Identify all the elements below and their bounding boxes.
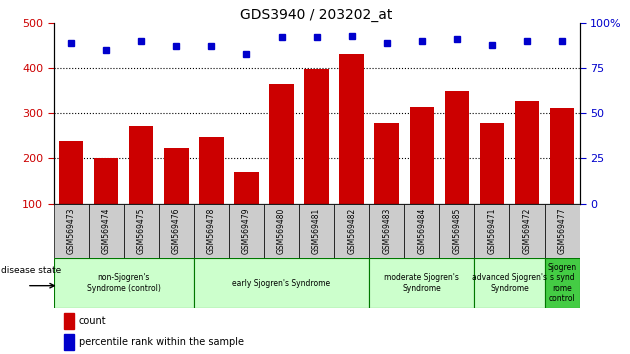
Text: early Sjogren's Syndrome: early Sjogren's Syndrome	[232, 279, 331, 288]
Bar	[94, 158, 118, 204]
Bar	[269, 84, 294, 204]
Bar	[194, 258, 369, 308]
Text: GSM569474: GSM569474	[101, 208, 111, 254]
Bar	[159, 204, 194, 258]
Bar	[479, 123, 504, 204]
Bar	[439, 204, 474, 258]
Text: GSM569482: GSM569482	[347, 208, 356, 254]
Bar	[374, 123, 399, 204]
Bar	[89, 204, 123, 258]
Text: GSM569481: GSM569481	[312, 208, 321, 254]
Bar	[515, 101, 539, 204]
Bar	[299, 204, 334, 258]
Text: Sjogren
s synd
rome
control: Sjogren s synd rome control	[547, 263, 576, 303]
Bar	[129, 126, 154, 204]
Bar	[64, 313, 74, 329]
Bar	[544, 258, 580, 308]
Text: GSM569476: GSM569476	[172, 208, 181, 254]
Bar	[54, 258, 194, 308]
Text: GSM569484: GSM569484	[417, 208, 427, 254]
Bar	[550, 108, 575, 204]
Bar	[404, 204, 439, 258]
Bar	[264, 204, 299, 258]
Title: GDS3940 / 203202_at: GDS3940 / 203202_at	[241, 8, 392, 22]
Bar	[474, 258, 544, 308]
Text: GSM569478: GSM569478	[207, 208, 216, 254]
Bar	[410, 107, 434, 204]
Bar	[544, 204, 580, 258]
Text: GSM569479: GSM569479	[242, 208, 251, 254]
Bar	[234, 171, 259, 204]
Text: non-Sjogren's
Syndrome (control): non-Sjogren's Syndrome (control)	[87, 274, 161, 293]
Bar	[229, 204, 264, 258]
Text: advanced Sjogren's
Syndrome: advanced Sjogren's Syndrome	[472, 274, 547, 293]
Bar	[54, 204, 89, 258]
Bar	[369, 204, 404, 258]
Bar	[199, 137, 224, 204]
Bar	[340, 54, 364, 204]
Bar	[474, 204, 510, 258]
Bar	[59, 141, 83, 204]
Text: GSM569473: GSM569473	[67, 208, 76, 254]
Bar	[304, 69, 329, 204]
Bar	[510, 204, 544, 258]
Text: GSM569485: GSM569485	[452, 208, 461, 254]
Bar	[123, 204, 159, 258]
Text: GSM569475: GSM569475	[137, 208, 146, 254]
Text: GSM569472: GSM569472	[522, 208, 532, 254]
Text: percentile rank within the sample: percentile rank within the sample	[79, 337, 244, 348]
Bar	[334, 204, 369, 258]
Bar	[369, 258, 474, 308]
Text: GSM569477: GSM569477	[558, 208, 566, 254]
Bar	[445, 91, 469, 204]
Text: GSM569471: GSM569471	[488, 208, 496, 254]
Bar	[194, 204, 229, 258]
Text: moderate Sjogren's
Syndrome: moderate Sjogren's Syndrome	[384, 274, 459, 293]
Bar	[64, 334, 74, 350]
Bar	[164, 148, 188, 204]
Text: count: count	[79, 316, 106, 326]
Text: disease state: disease state	[1, 266, 62, 275]
Text: GSM569480: GSM569480	[277, 208, 286, 254]
Text: GSM569483: GSM569483	[382, 208, 391, 254]
